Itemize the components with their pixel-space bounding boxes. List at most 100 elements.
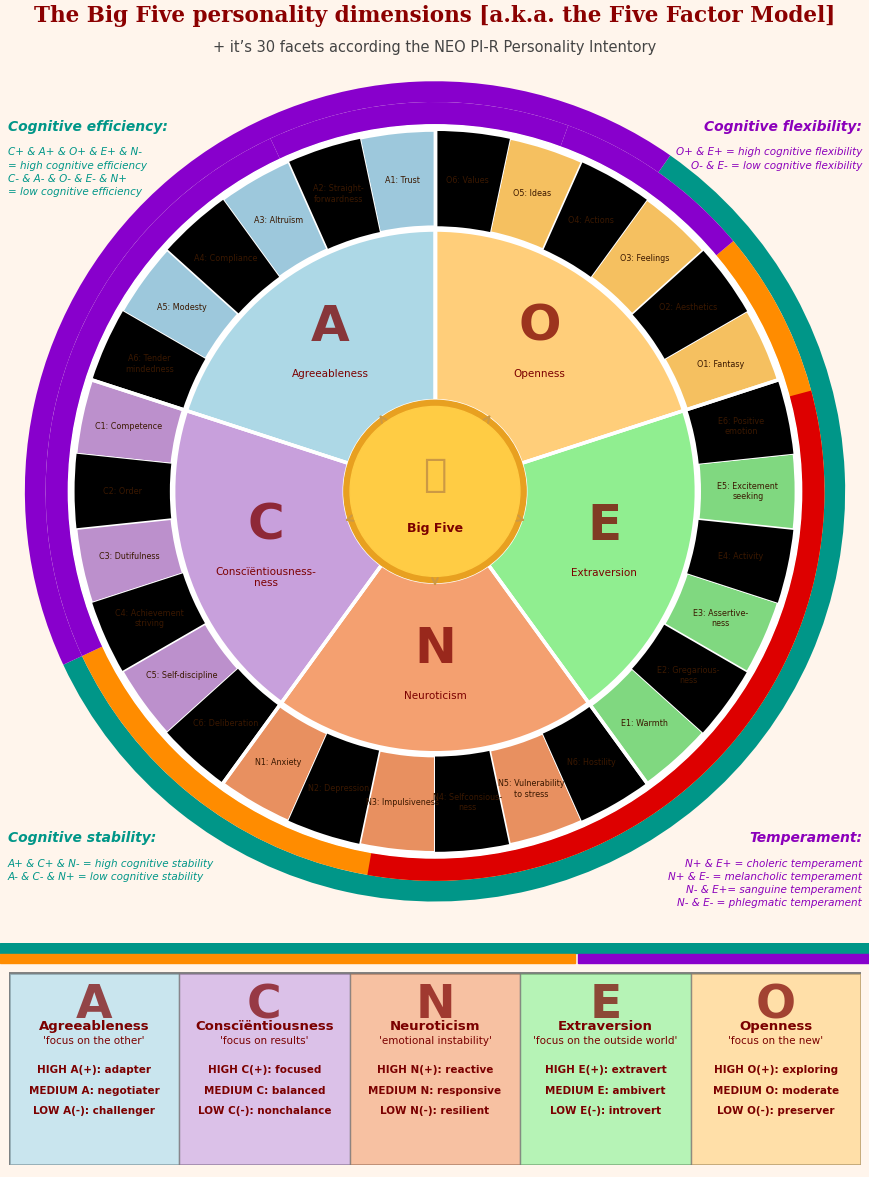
Text: HIGH E(+): extravert: HIGH E(+): extravert [544, 1065, 666, 1075]
Text: O5: Ideas: O5: Ideas [512, 189, 550, 199]
Wedge shape [434, 131, 509, 232]
Text: Cognitive efficiency:: Cognitive efficiency: [8, 120, 168, 134]
Wedge shape [270, 102, 567, 159]
Text: C: C [247, 983, 282, 1029]
Wedge shape [187, 231, 434, 464]
Wedge shape [434, 131, 509, 232]
Text: A5: Modesty: A5: Modesty [157, 302, 207, 312]
Text: Big Five: Big Five [407, 523, 462, 536]
Wedge shape [360, 131, 434, 232]
Text: C: C [247, 501, 283, 550]
Wedge shape [631, 251, 746, 359]
Text: A1: Trust: A1: Trust [384, 175, 419, 185]
Text: A6: Tender
mindedness: A6: Tender mindedness [125, 354, 174, 374]
Wedge shape [434, 751, 509, 852]
Wedge shape [222, 706, 327, 820]
Text: LOW A(-): challenger: LOW A(-): challenger [33, 1106, 155, 1116]
Text: N4: Selfconsious-
ness: N4: Selfconsious- ness [433, 793, 501, 812]
Text: MEDIUM E: ambivert: MEDIUM E: ambivert [545, 1085, 665, 1096]
Text: O2: Aesthetics: O2: Aesthetics [658, 302, 716, 312]
Text: Neuroticism: Neuroticism [403, 691, 466, 701]
Wedge shape [631, 624, 746, 732]
Text: E2: Gregarious-
ness: E2: Gregarious- ness [656, 665, 719, 685]
Text: + it’s 30 facets according the NEO PI-R Personality Intentory: + it’s 30 facets according the NEO PI-R … [213, 40, 656, 55]
Text: LOW N(-): resilient: LOW N(-): resilient [380, 1106, 489, 1116]
Wedge shape [542, 162, 647, 277]
Text: LOW E(-): introvert: LOW E(-): introvert [549, 1106, 660, 1116]
Text: C+ & A+ & O+ & E+ & N-
= high cognitive efficiency
C- & A- & O- & E- & N+
= low : C+ & A+ & O+ & E+ & N- = high cognitive … [8, 147, 147, 197]
Text: N1: Anxiety: N1: Anxiety [255, 758, 302, 766]
Text: ✋: ✋ [423, 455, 446, 494]
Wedge shape [92, 311, 205, 410]
Wedge shape [687, 380, 793, 464]
Bar [520, 973, 690, 1165]
Wedge shape [542, 706, 647, 820]
Bar [179, 973, 349, 1165]
Text: A: A [76, 983, 112, 1029]
Wedge shape [123, 624, 238, 732]
Text: The Big Five personality dimensions [a.k.a. the Five Factor Model]: The Big Five personality dimensions [a.k… [34, 5, 835, 27]
Text: Neuroticism: Neuroticism [389, 1020, 480, 1033]
Text: 'emotional instability': 'emotional instability' [378, 1037, 491, 1046]
Text: E6: Positive
emotion: E6: Positive emotion [717, 417, 763, 435]
Wedge shape [167, 200, 279, 314]
Text: MEDIUM O: moderate: MEDIUM O: moderate [713, 1085, 838, 1096]
Wedge shape [75, 453, 171, 530]
Wedge shape [367, 391, 824, 880]
Bar [0, 955, 574, 964]
Text: LOW O(-): preserver: LOW O(-): preserver [716, 1106, 834, 1116]
Wedge shape [687, 519, 793, 603]
Text: O1: Fantasy: O1: Fantasy [696, 360, 744, 368]
Text: O6: Values: O6: Values [446, 175, 488, 185]
Wedge shape [25, 81, 669, 665]
Text: N3: Impulsiveness: N3: Impulsiveness [365, 798, 438, 807]
Wedge shape [664, 573, 777, 672]
Text: C1: Competence: C1: Competence [96, 421, 163, 431]
Text: Extraversion: Extraversion [571, 568, 637, 578]
Wedge shape [687, 380, 793, 464]
Wedge shape [92, 573, 205, 672]
Bar [0, 943, 869, 953]
Wedge shape [489, 139, 581, 250]
Circle shape [343, 400, 526, 583]
Text: Conscïëntiousness: Conscïëntiousness [195, 1020, 334, 1033]
Text: N5: Vulnerability
to stress: N5: Vulnerability to stress [498, 779, 564, 798]
Wedge shape [82, 241, 824, 880]
Wedge shape [76, 380, 182, 464]
Wedge shape [63, 155, 844, 902]
Wedge shape [542, 706, 647, 820]
Wedge shape [167, 200, 279, 314]
Text: C2: Order: C2: Order [103, 487, 142, 496]
Wedge shape [92, 311, 205, 410]
Text: O: O [755, 983, 795, 1029]
Text: MEDIUM A: negotiater: MEDIUM A: negotiater [29, 1085, 159, 1096]
Wedge shape [698, 453, 794, 530]
Text: C4: Achievement
striving: C4: Achievement striving [115, 609, 183, 629]
Text: MEDIUM N: responsive: MEDIUM N: responsive [368, 1085, 501, 1096]
Wedge shape [489, 733, 581, 844]
Wedge shape [687, 519, 793, 603]
Text: N: N [415, 983, 454, 1029]
Wedge shape [434, 751, 509, 852]
Text: E4: Activity: E4: Activity [718, 552, 763, 561]
Text: 'focus on the outside world': 'focus on the outside world' [533, 1037, 677, 1046]
Wedge shape [222, 162, 327, 277]
Text: Cognitive stability:: Cognitive stability: [8, 831, 156, 845]
Wedge shape [631, 624, 746, 732]
Text: HIGH A(+): adapter: HIGH A(+): adapter [36, 1065, 151, 1075]
Text: MEDIUM C: balanced: MEDIUM C: balanced [203, 1085, 325, 1096]
Wedge shape [288, 733, 380, 844]
Bar [9, 973, 179, 1165]
Circle shape [349, 406, 520, 577]
Text: Openness: Openness [514, 370, 565, 379]
Wedge shape [590, 669, 702, 783]
Wedge shape [288, 733, 380, 844]
Wedge shape [664, 311, 777, 410]
Text: C3: Dutifulness: C3: Dutifulness [98, 552, 159, 561]
Wedge shape [631, 251, 746, 359]
Text: LOW C(-): nonchalance: LOW C(-): nonchalance [197, 1106, 331, 1116]
FancyBboxPatch shape [9, 973, 860, 1165]
Text: 'focus on results': 'focus on results' [220, 1037, 308, 1046]
Wedge shape [542, 162, 647, 277]
Text: A+ & C+ & N- = high cognitive stability
A- & C- & N+ = low cognitive stability: A+ & C+ & N- = high cognitive stability … [8, 859, 214, 882]
